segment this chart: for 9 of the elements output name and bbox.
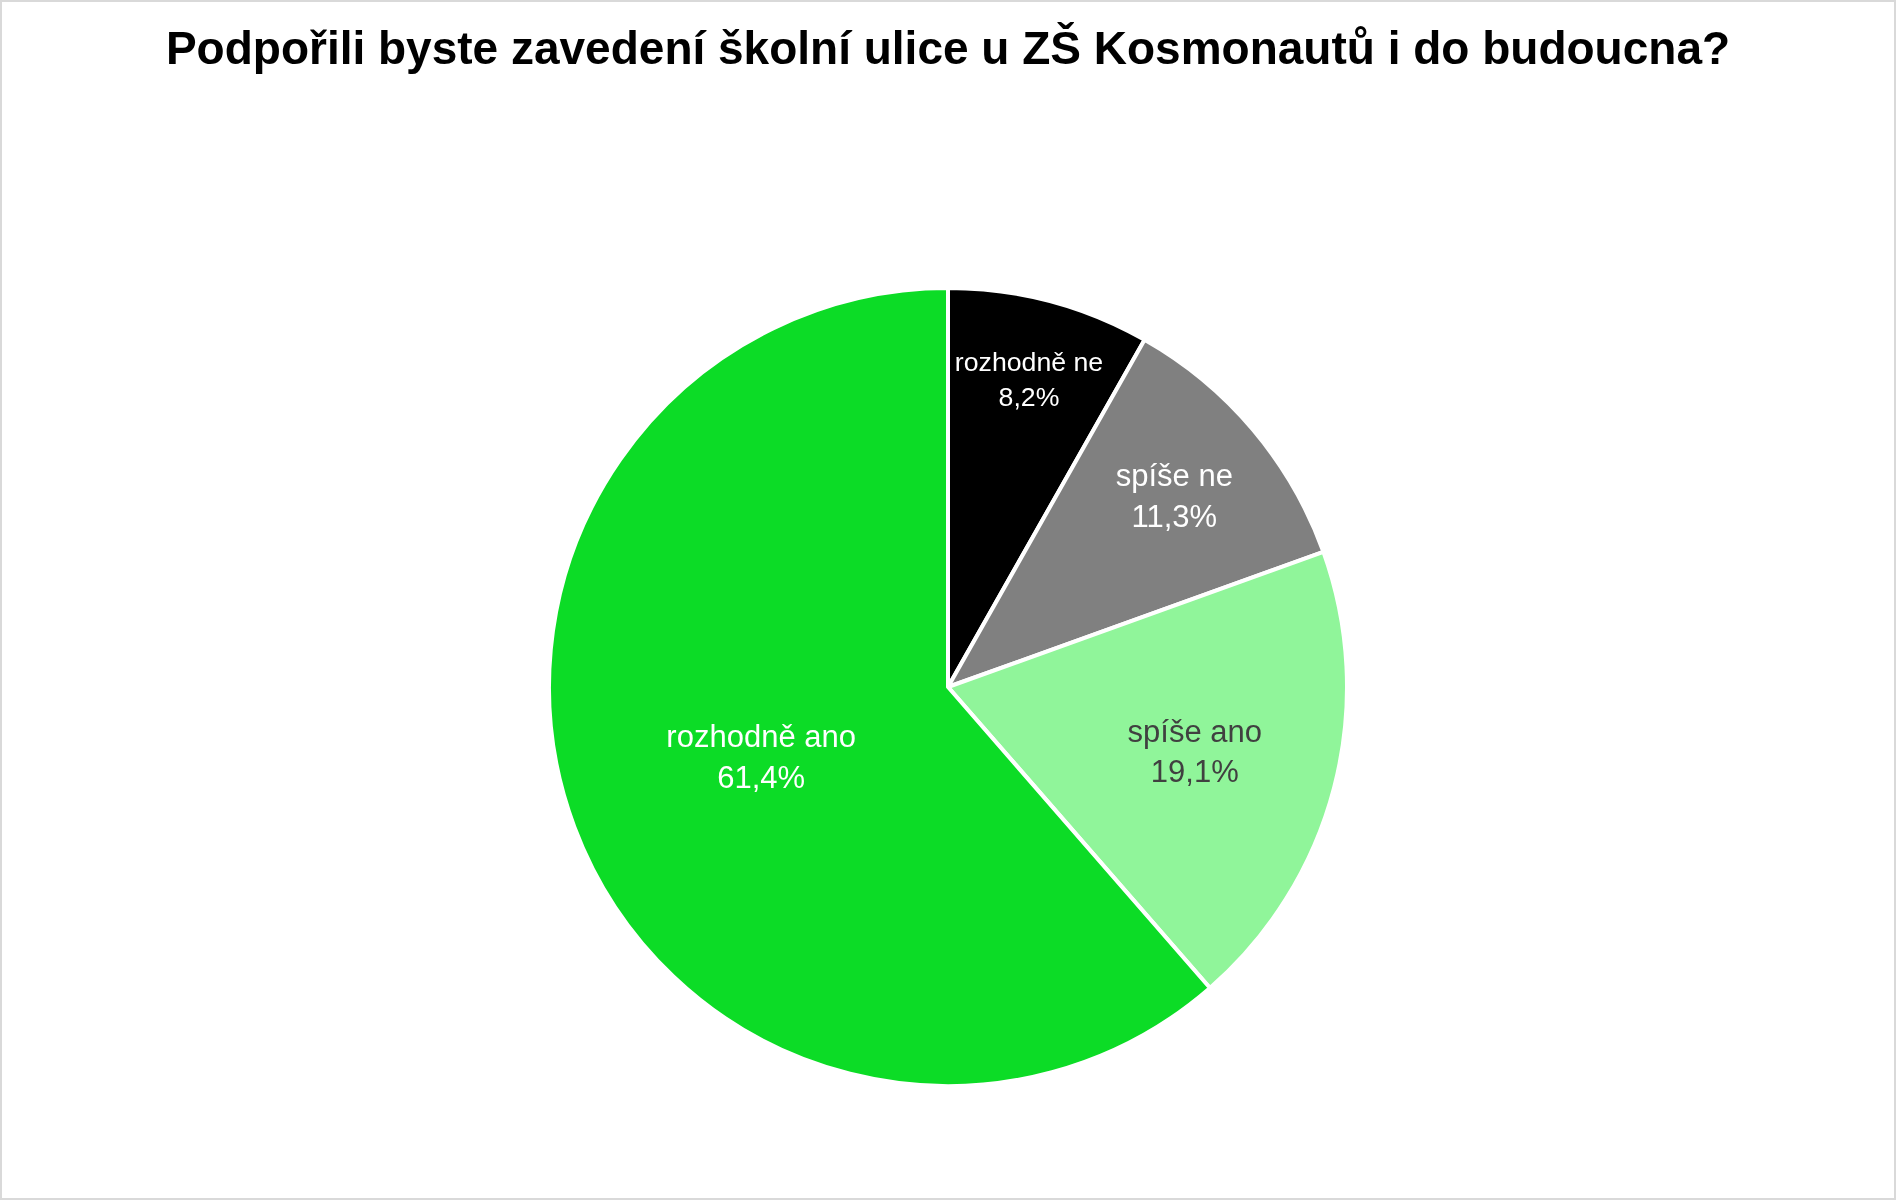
slice-label: rozhodně ano <box>666 719 856 755</box>
data-label: 11,3% <box>1131 498 1218 534</box>
chart-title: Podpořili byste zavedení školní ulice u ZŠ Kosmonautů i do budoucna? <box>165 22 1731 75</box>
slice-label: spíše ano <box>1127 713 1263 749</box>
data-label: 61,4% <box>717 759 806 795</box>
slice-label: spíše ne <box>1115 458 1233 494</box>
slice-label: rozhodně ne <box>954 347 1104 378</box>
data-label: 8,2% <box>998 381 1060 412</box>
data-label: 19,1% <box>1150 753 1239 789</box>
